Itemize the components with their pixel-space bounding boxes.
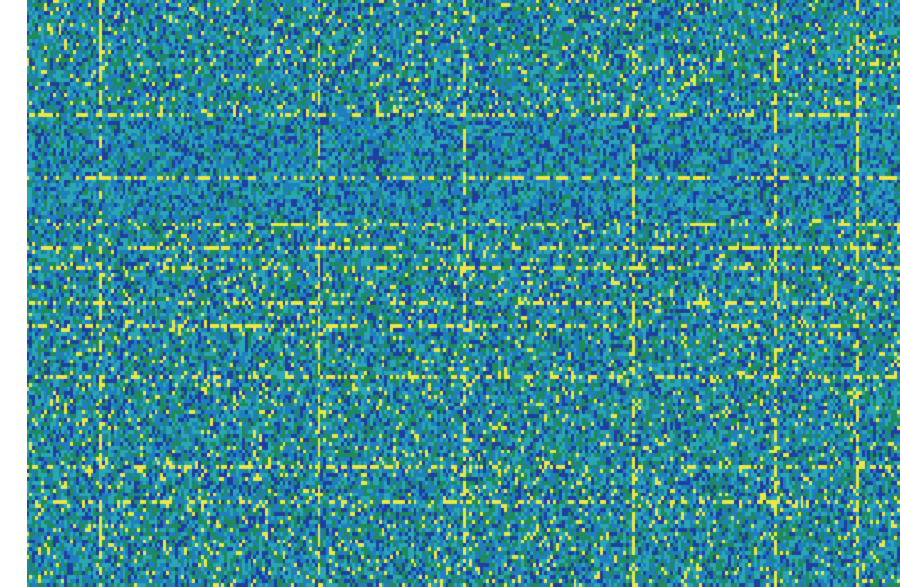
heatmap-plot-area [27,0,900,587]
